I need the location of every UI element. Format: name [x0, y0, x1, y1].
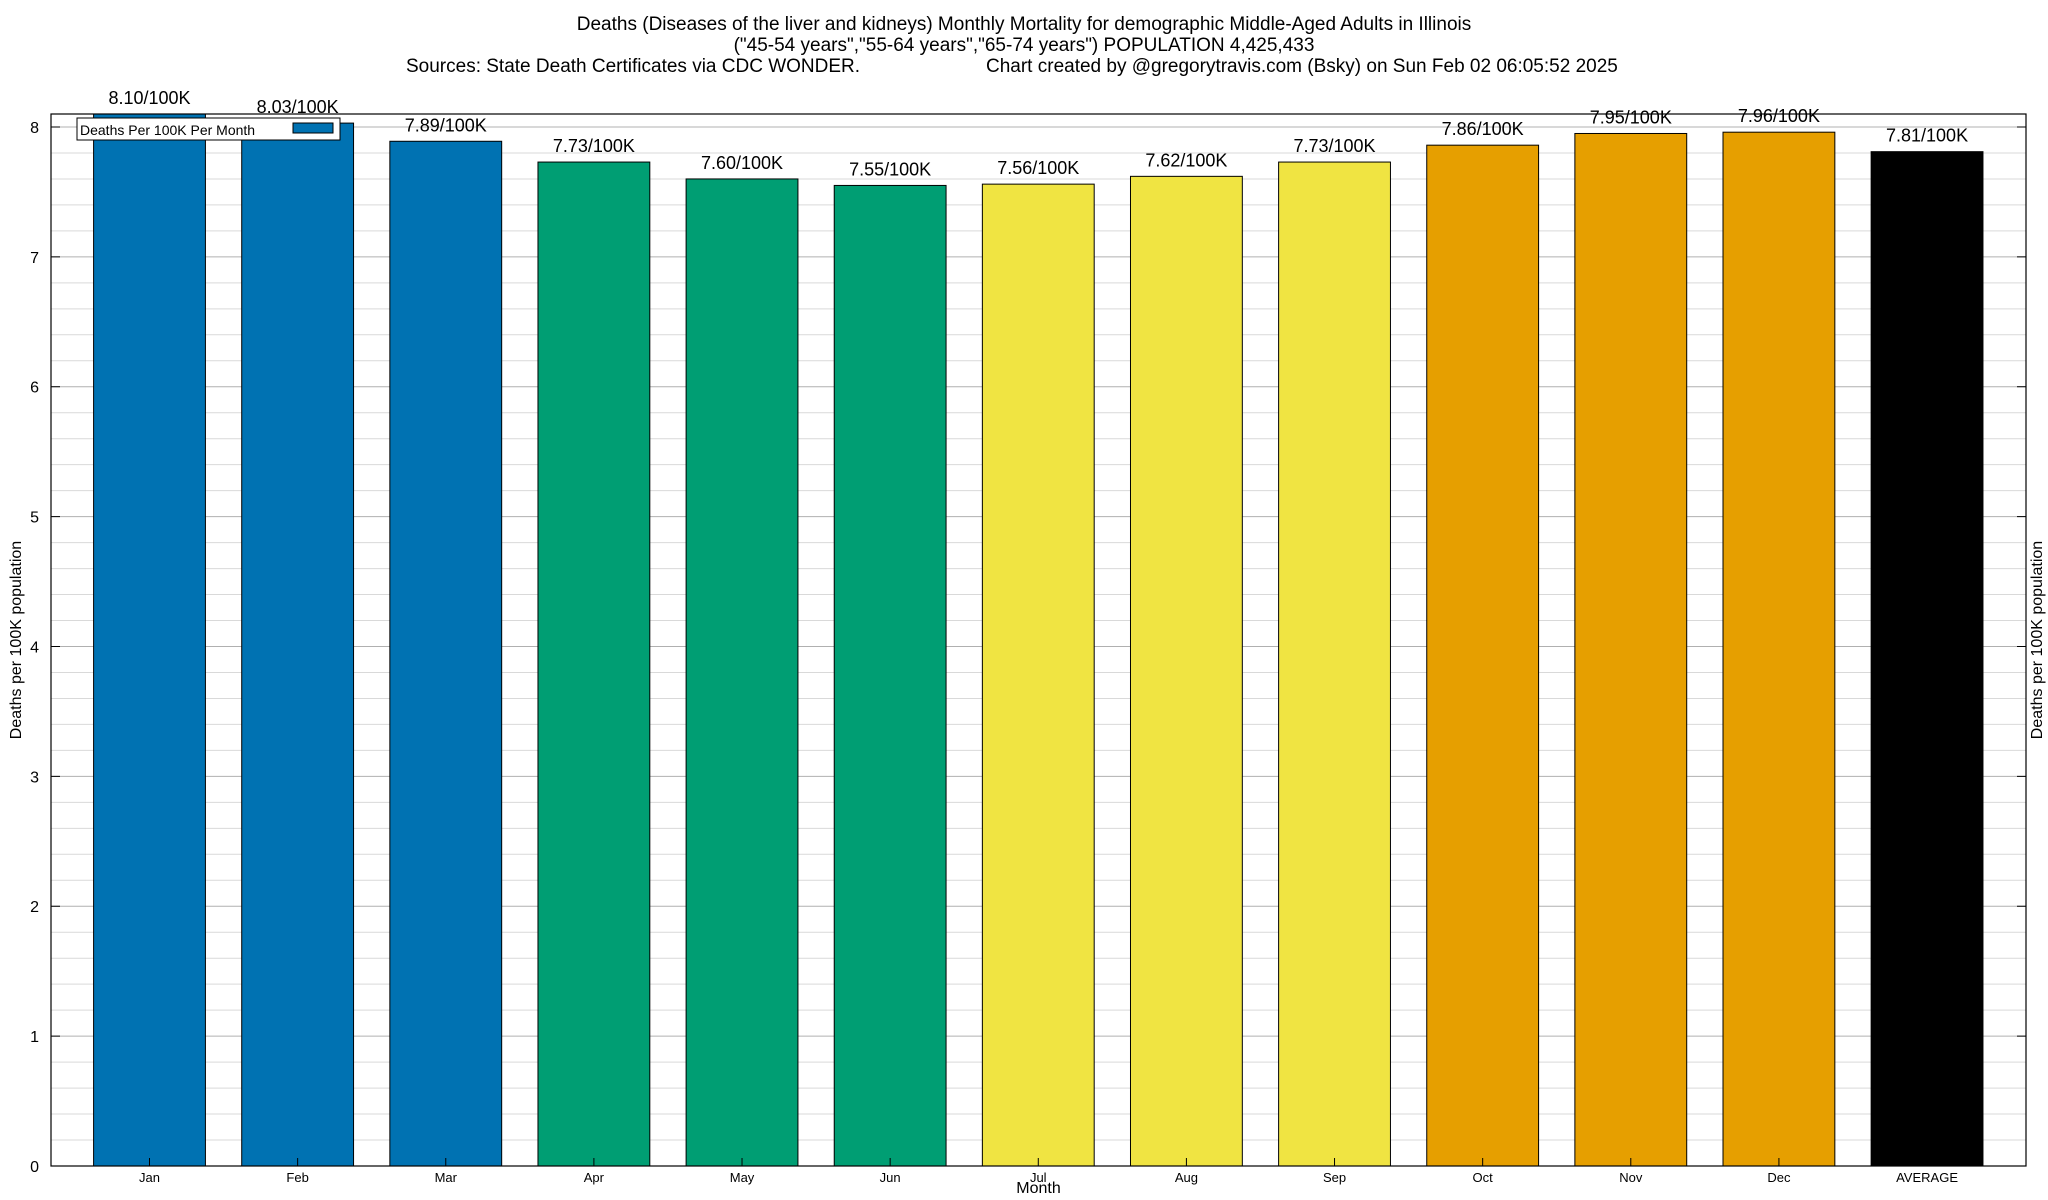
x-tick-label: Sep	[1323, 1170, 1346, 1185]
bar-data-label: 7.55/100K	[849, 159, 931, 179]
x-tick-label: Dec	[1767, 1170, 1791, 1185]
bar-data-label: 7.56/100K	[997, 158, 1079, 178]
x-tick-label: Jun	[880, 1170, 901, 1185]
bar-data-label: 7.96/100K	[1738, 106, 1820, 126]
bar-data-label: 7.60/100K	[701, 153, 783, 173]
x-tick-label: Jul	[1030, 1170, 1047, 1185]
bar-data-label: 7.89/100K	[405, 115, 487, 135]
chart-subtitle: ("45-54 years","55-64 years","65-74 year…	[734, 35, 1315, 56]
x-tick-label: May	[730, 1170, 755, 1185]
bar-data-label: 7.62/100K	[1145, 150, 1227, 170]
legend-label: Deaths Per 100K Per Month	[80, 122, 255, 138]
x-axis-label: Month	[1016, 1180, 1060, 1197]
x-tick-label: AVERAGE	[1896, 1170, 1958, 1185]
bar-data-label: 7.73/100K	[553, 136, 635, 156]
y-axis-label-left: Deaths per 100K population	[8, 541, 25, 739]
x-tick-label: Feb	[286, 1170, 308, 1185]
bar-oct	[1426, 144, 1540, 1167]
bar-jul	[981, 183, 1095, 1167]
y-tick-label: 5	[30, 510, 39, 527]
x-tick-label: Aug	[1175, 1170, 1198, 1185]
bar-data-labels: 8.10/100K 8.03/100K 7.89/100K 7.73/100K 7.60…	[108, 88, 1968, 179]
bar-dec	[1722, 131, 1836, 1167]
bar-data-label: 8.10/100K	[108, 88, 190, 108]
chart-sources: Sources: State Death Certificates via CD…	[406, 56, 860, 77]
y-tick-label: 0	[30, 1159, 39, 1176]
y-tick-label: 6	[30, 380, 39, 397]
y-axis-label-right: Deaths per 100K population	[2029, 541, 2046, 739]
x-axis-ticks: Jan Feb Mar Apr May Jun Jul Aug Sep Oct Nov Dec AVER…	[139, 1158, 1958, 1185]
y-tick-label: 2	[30, 899, 39, 916]
y-tick-label: 4	[30, 639, 39, 656]
chart-title: Deaths (Diseases of the liver and kidney…	[577, 14, 1471, 35]
x-tick-label: Apr	[584, 1170, 605, 1185]
bar-nov	[1574, 132, 1688, 1167]
bar-may	[685, 178, 799, 1167]
bar-aug	[1129, 175, 1243, 1167]
x-tick-label: Nov	[1619, 1170, 1643, 1185]
bar-series	[93, 113, 1984, 1167]
x-tick-label: Jan	[139, 1170, 160, 1185]
legend-box	[76, 117, 341, 141]
bar-data-label: 7.81/100K	[1886, 126, 1968, 146]
y-tick-label: 8	[30, 120, 39, 137]
bar-jan	[93, 113, 206, 1167]
bar-apr	[537, 161, 651, 1167]
x-tick-label: Mar	[435, 1170, 458, 1185]
bar-data-label: 8.03/100K	[257, 97, 339, 117]
y-axis-ticks: 0 1 2 3 4 5 6 7 8	[30, 120, 2026, 1176]
y-tick-label: 7	[30, 250, 39, 267]
chart-credit: Chart created by @gregorytravis.com (Bsk…	[986, 56, 1618, 77]
y-tick-label: 3	[30, 769, 39, 786]
y-tick-label: 1	[30, 1029, 39, 1046]
bar-feb	[241, 122, 355, 1167]
bar-jun	[833, 184, 947, 1167]
bar-mar	[389, 140, 503, 1167]
x-tick-label: Oct	[1473, 1170, 1494, 1185]
bar-sep	[1278, 161, 1391, 1167]
legend: Deaths Per 100K Per Month	[76, 117, 341, 141]
legend-swatch	[292, 122, 334, 134]
bar-data-label: 7.95/100K	[1590, 107, 1672, 127]
plot-frame	[50, 113, 2027, 1167]
bar-data-label: 7.73/100K	[1293, 136, 1375, 156]
chart-header: Deaths (Diseases of the liver and kidney…	[406, 14, 1618, 77]
bar-data-label: 7.86/100K	[1442, 119, 1524, 139]
bar-average	[1870, 151, 1984, 1167]
